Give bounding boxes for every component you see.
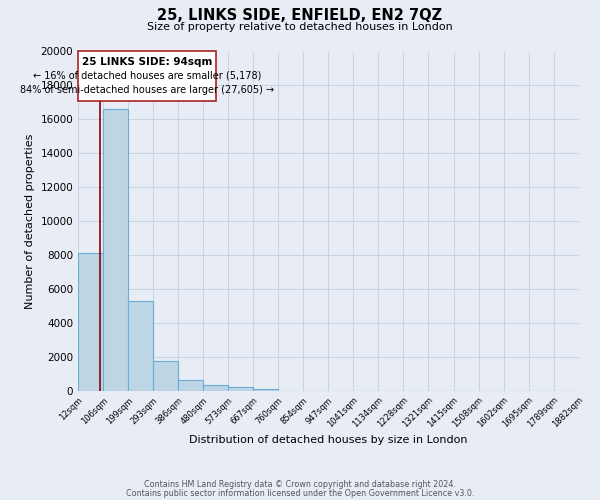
Text: Size of property relative to detached houses in London: Size of property relative to detached ho… — [147, 22, 453, 32]
Text: 25, LINKS SIDE, ENFIELD, EN2 7QZ: 25, LINKS SIDE, ENFIELD, EN2 7QZ — [157, 8, 443, 22]
Bar — [253, 389, 278, 390]
Bar — [103, 109, 128, 390]
Bar — [153, 361, 178, 390]
Text: ← 16% of detached houses are smaller (5,178): ← 16% of detached houses are smaller (5,… — [33, 70, 261, 80]
Text: Contains public sector information licensed under the Open Government Licence v3: Contains public sector information licen… — [126, 489, 474, 498]
Bar — [203, 386, 228, 390]
Bar — [178, 380, 203, 390]
Text: 25 LINKS SIDE: 94sqm: 25 LINKS SIDE: 94sqm — [82, 56, 212, 66]
Text: 84% of semi-detached houses are larger (27,605) →: 84% of semi-detached houses are larger (… — [20, 86, 274, 96]
FancyBboxPatch shape — [78, 52, 216, 100]
Bar — [228, 387, 253, 390]
X-axis label: Distribution of detached houses by size in London: Distribution of detached houses by size … — [189, 435, 467, 445]
Bar — [128, 300, 153, 390]
Y-axis label: Number of detached properties: Number of detached properties — [25, 134, 35, 308]
Text: Contains HM Land Registry data © Crown copyright and database right 2024.: Contains HM Land Registry data © Crown c… — [144, 480, 456, 489]
Bar — [78, 253, 103, 390]
